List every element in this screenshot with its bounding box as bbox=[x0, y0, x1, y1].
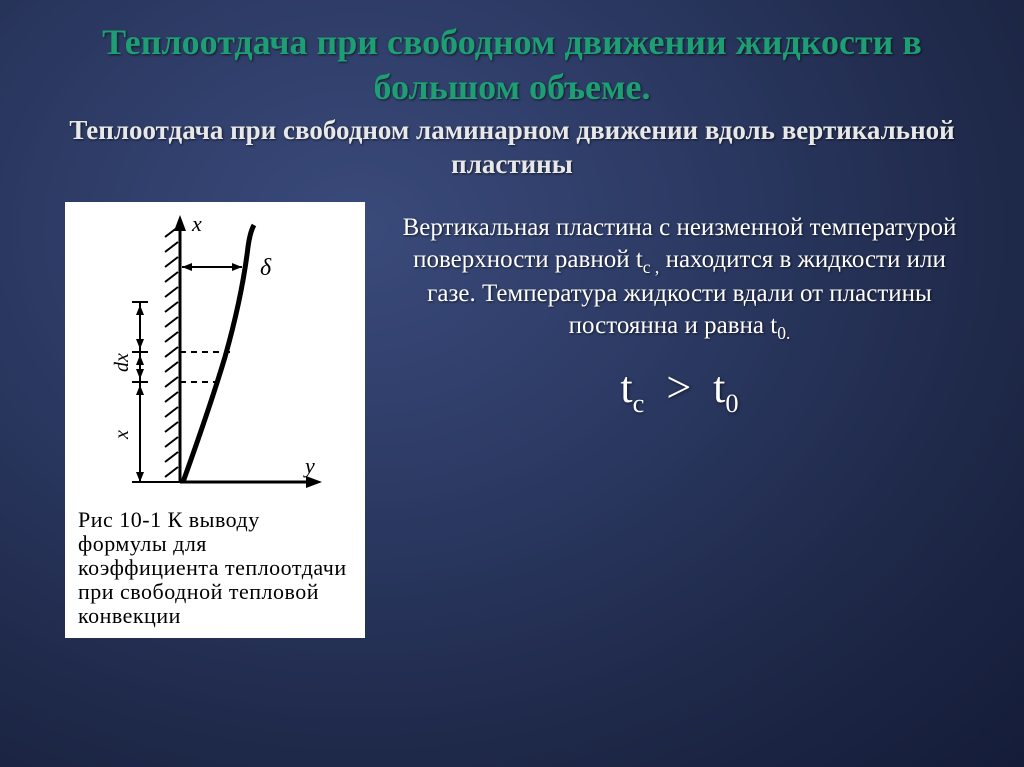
slide-subtitle: Теплоотдача при свободном ламинарном дви… bbox=[40, 114, 984, 182]
slide: Теплоотдача при свободном движении жидко… bbox=[0, 0, 1024, 767]
delta-label: δ bbox=[260, 255, 272, 281]
dx-label: dx bbox=[111, 353, 133, 372]
diagram-svg: x bbox=[70, 207, 360, 502]
right-column: Вертикальная пластина с неизменной темпе… bbox=[395, 202, 984, 420]
formula: tс > t0 bbox=[395, 362, 964, 419]
description-paragraph: Вертикальная пластина с неизменной темпе… bbox=[395, 212, 964, 345]
axis-y-label: y bbox=[303, 453, 315, 478]
axis-x-label: x bbox=[191, 211, 202, 236]
content-row: x bbox=[40, 202, 984, 639]
figure-caption: Рис 10-1 К выводу формулы для коэффициен… bbox=[70, 502, 360, 629]
figure-panel: x bbox=[65, 202, 365, 639]
slide-title: Теплоотдача при свободном движении жидко… bbox=[40, 20, 984, 110]
x-small-label: x bbox=[111, 430, 133, 440]
